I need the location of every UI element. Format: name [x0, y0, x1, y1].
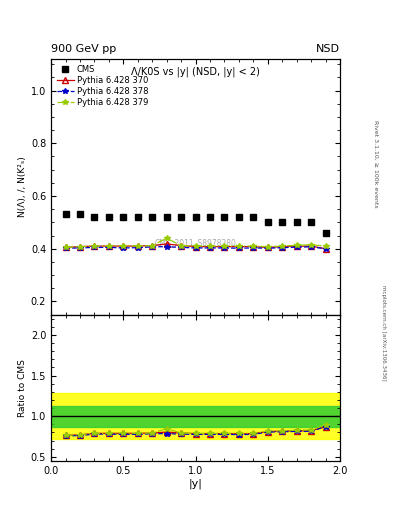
- Pythia 6.428 378: [208, 245, 212, 251]
- Text: 900 GeV pp: 900 GeV pp: [51, 44, 116, 54]
- CMS: [237, 214, 241, 220]
- Pythia 6.428 378: [294, 244, 299, 250]
- Text: Rivet 3.1.10, ≥ 100k events: Rivet 3.1.10, ≥ 100k events: [373, 120, 378, 208]
- Pythia 6.428 370: [78, 244, 83, 250]
- Pythia 6.428 378: [121, 245, 126, 251]
- Y-axis label: N(Λ), /, N(K²ₛ): N(Λ), /, N(K²ₛ): [18, 156, 27, 217]
- CMS: [251, 214, 256, 220]
- Pythia 6.428 379: [78, 244, 83, 250]
- Pythia 6.428 379: [107, 243, 111, 249]
- Pythia 6.428 378: [251, 245, 256, 251]
- Pythia 6.428 378: [136, 245, 140, 251]
- X-axis label: |y|: |y|: [189, 478, 202, 489]
- Pythia 6.428 379: [92, 243, 97, 249]
- Pythia 6.428 378: [222, 245, 227, 251]
- Pythia 6.428 370: [136, 243, 140, 249]
- Pythia 6.428 378: [280, 245, 285, 251]
- Pythia 6.428 379: [150, 243, 154, 249]
- Pythia 6.428 370: [280, 244, 285, 250]
- Pythia 6.428 378: [92, 244, 97, 250]
- Pythia 6.428 379: [280, 243, 285, 249]
- Bar: [51, 406, 340, 426]
- CMS: [92, 214, 97, 220]
- Pythia 6.428 370: [237, 244, 241, 250]
- Line: Pythia 6.428 370: Pythia 6.428 370: [63, 241, 328, 251]
- Pythia 6.428 379: [251, 243, 256, 249]
- CMS: [309, 219, 314, 225]
- CMS: [208, 214, 212, 220]
- Pythia 6.428 370: [251, 244, 256, 250]
- Pythia 6.428 370: [63, 244, 68, 250]
- Pythia 6.428 378: [179, 244, 184, 250]
- Text: mcplots.cern.ch [arXiv:1306.3436]: mcplots.cern.ch [arXiv:1306.3436]: [381, 285, 386, 380]
- Y-axis label: Ratio to CMS: Ratio to CMS: [18, 359, 27, 417]
- Text: CMS_2011_S8978280: CMS_2011_S8978280: [154, 239, 237, 247]
- CMS: [179, 214, 184, 220]
- Pythia 6.428 378: [164, 244, 169, 250]
- Pythia 6.428 379: [294, 242, 299, 248]
- Text: Λ/K0S vs |y| (NSD, |y| < 2): Λ/K0S vs |y| (NSD, |y| < 2): [131, 67, 260, 77]
- Bar: [51, 393, 340, 439]
- Pythia 6.428 370: [309, 243, 314, 249]
- CMS: [222, 214, 227, 220]
- CMS: [78, 211, 83, 218]
- Pythia 6.428 379: [164, 235, 169, 241]
- Line: CMS: CMS: [62, 211, 329, 237]
- Pythia 6.428 379: [309, 242, 314, 248]
- Pythia 6.428 370: [121, 243, 126, 249]
- Line: Pythia 6.428 378: Pythia 6.428 378: [63, 244, 328, 251]
- Pythia 6.428 378: [309, 244, 314, 250]
- Pythia 6.428 379: [179, 243, 184, 249]
- Pythia 6.428 378: [265, 245, 270, 251]
- Pythia 6.428 370: [179, 243, 184, 249]
- Pythia 6.428 370: [222, 244, 227, 250]
- Pythia 6.428 378: [150, 244, 154, 250]
- CMS: [136, 214, 140, 220]
- Pythia 6.428 379: [222, 243, 227, 249]
- CMS: [107, 214, 111, 220]
- Pythia 6.428 379: [208, 243, 212, 249]
- CMS: [164, 214, 169, 220]
- Pythia 6.428 378: [63, 245, 68, 251]
- Pythia 6.428 370: [265, 244, 270, 250]
- Pythia 6.428 370: [193, 244, 198, 250]
- Pythia 6.428 379: [323, 243, 328, 249]
- CMS: [280, 219, 285, 225]
- Pythia 6.428 379: [237, 243, 241, 249]
- Pythia 6.428 378: [323, 246, 328, 252]
- Pythia 6.428 378: [237, 245, 241, 251]
- Legend: CMS, Pythia 6.428 370, Pythia 6.428 378, Pythia 6.428 379: CMS, Pythia 6.428 370, Pythia 6.428 378,…: [55, 63, 150, 109]
- Pythia 6.428 370: [208, 244, 212, 250]
- Pythia 6.428 378: [78, 245, 83, 251]
- CMS: [294, 219, 299, 225]
- Pythia 6.428 370: [92, 243, 97, 249]
- Pythia 6.428 370: [150, 243, 154, 249]
- Pythia 6.428 379: [193, 243, 198, 249]
- Pythia 6.428 378: [107, 244, 111, 250]
- CMS: [265, 219, 270, 225]
- Pythia 6.428 370: [323, 246, 328, 252]
- CMS: [121, 214, 126, 220]
- Pythia 6.428 370: [107, 243, 111, 249]
- CMS: [323, 230, 328, 236]
- Pythia 6.428 379: [136, 243, 140, 249]
- Text: NSD: NSD: [316, 44, 340, 54]
- Pythia 6.428 379: [63, 244, 68, 250]
- CMS: [193, 214, 198, 220]
- Pythia 6.428 370: [294, 243, 299, 249]
- Pythia 6.428 379: [121, 243, 126, 249]
- CMS: [63, 211, 68, 218]
- Pythia 6.428 370: [164, 241, 169, 247]
- Line: Pythia 6.428 379: Pythia 6.428 379: [63, 236, 328, 250]
- Pythia 6.428 379: [265, 244, 270, 250]
- CMS: [150, 214, 154, 220]
- Pythia 6.428 378: [193, 245, 198, 251]
